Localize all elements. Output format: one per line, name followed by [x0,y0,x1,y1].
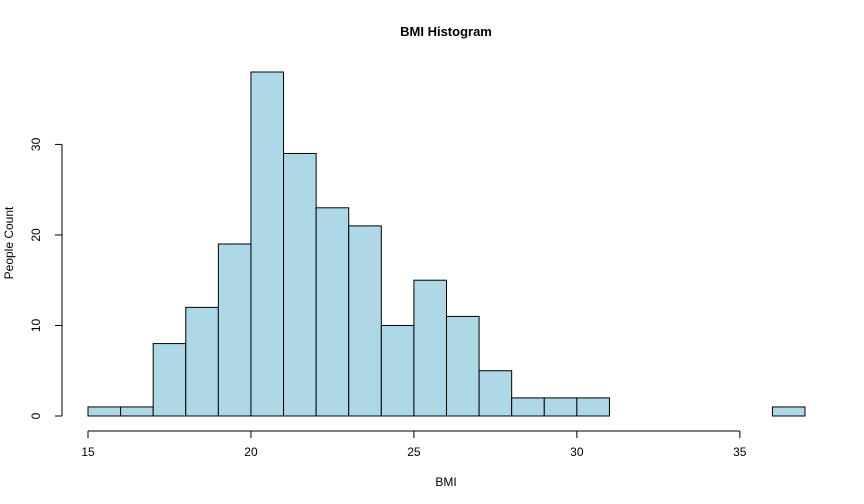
histogram-bar [771,406,806,417]
y-tick-label: 10 [29,318,43,332]
histogram-bar [217,243,252,417]
histogram-bar [380,324,415,417]
histogram-bar [250,71,285,417]
histogram-bar [511,397,545,417]
histogram-bar [543,397,578,417]
x-tick-label: 15 [81,445,95,459]
histogram-bar [446,315,480,417]
x-tick-label: 25 [407,445,421,459]
histogram-bar [315,207,350,417]
y-axis-label: People Count [2,206,16,279]
bars-group [87,71,806,417]
x-axis-label: BMI [435,475,456,489]
histogram-bar [576,397,610,417]
chart-title: BMI Histogram [400,24,492,39]
histogram-bar [185,306,219,417]
histogram-bar [283,152,317,417]
y-axis: 0 10 20 30 [29,137,63,419]
y-tick-label: 20 [29,228,43,242]
histogram-bar [120,406,154,417]
histogram-bar [413,279,447,417]
histogram-bar [152,343,187,417]
x-tick-label: 35 [733,445,747,459]
x-axis: 15 20 25 30 35 [81,430,747,459]
x-tick-label: 30 [570,445,584,459]
y-tick-label: 30 [29,137,43,151]
x-tick-label: 20 [244,445,258,459]
histogram-bar [348,225,382,417]
histogram-bar [478,370,513,417]
histogram-bar [87,406,122,417]
y-tick-label: 0 [29,412,43,419]
